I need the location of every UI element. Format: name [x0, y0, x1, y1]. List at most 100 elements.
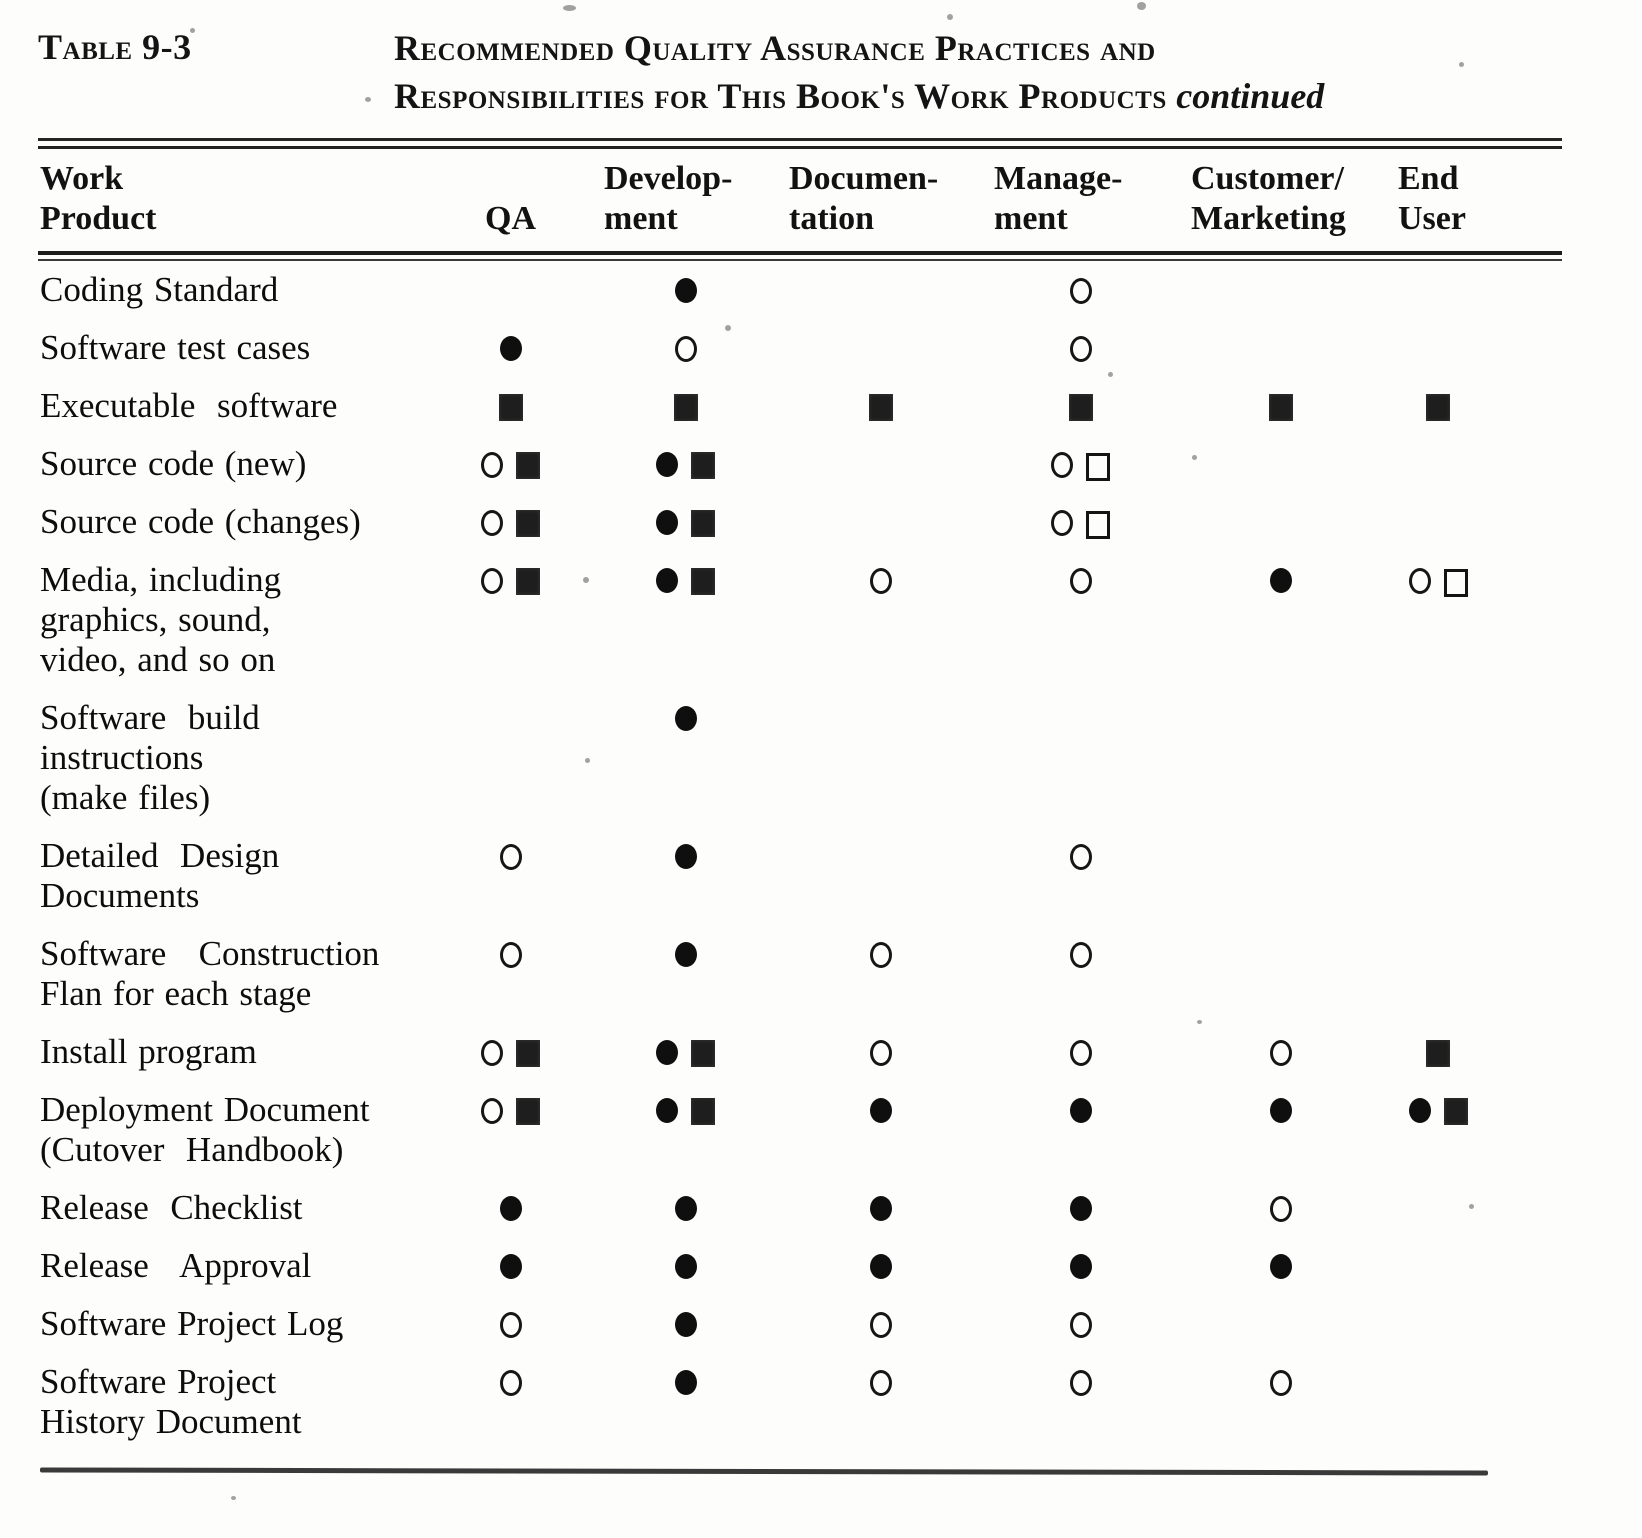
filled-square-icon	[868, 394, 893, 421]
cell-end-user	[1378, 1081, 1498, 1179]
cell-qa	[433, 1237, 588, 1295]
cell-customer-marketing	[1183, 1023, 1378, 1081]
open-circle-icon	[481, 568, 503, 594]
cell-management	[978, 493, 1183, 551]
open-circle-icon	[1269, 1370, 1292, 1396]
open-circle-icon	[674, 336, 697, 362]
scan-speck	[1197, 1020, 1202, 1024]
scan-speck	[585, 758, 590, 763]
cell-qa	[433, 1081, 588, 1179]
open-circle-icon	[1269, 1040, 1292, 1066]
cell-development	[588, 1295, 783, 1353]
open-circle-icon	[869, 1312, 892, 1338]
column-header-management: Manage-ment	[994, 160, 1123, 237]
scan-speck	[725, 325, 731, 331]
cell-management	[978, 1023, 1183, 1081]
scan-speck	[1192, 455, 1197, 460]
filled-circle-icon	[869, 1254, 892, 1279]
cell-development	[588, 493, 783, 551]
cell-development	[588, 551, 783, 689]
table-title-continued: continued	[1176, 76, 1325, 116]
cell-development	[588, 377, 783, 435]
open-circle-icon	[1069, 1040, 1092, 1066]
cell-documentation	[783, 689, 978, 827]
cell-qa	[433, 1295, 588, 1353]
cell-documentation	[783, 1081, 978, 1179]
cell-customer-marketing	[1183, 827, 1378, 925]
cell-management	[978, 435, 1183, 493]
cell-documentation	[783, 827, 978, 925]
cell-customer-marketing	[1183, 551, 1378, 689]
open-circle-icon	[499, 942, 522, 968]
column-header-work-product: Work Product	[40, 160, 157, 237]
open-circle-icon	[481, 1098, 503, 1124]
filled-square-icon	[673, 394, 698, 421]
cell-management	[978, 551, 1183, 689]
cell-documentation	[783, 1023, 978, 1081]
cell-documentation	[783, 1353, 978, 1451]
cell-development	[588, 1353, 783, 1451]
work-product-label: Release Approval	[40, 1246, 312, 1285]
cell-qa	[433, 261, 588, 319]
filled-circle-icon	[656, 1098, 678, 1123]
cell-development	[588, 1081, 783, 1179]
scan-speck	[190, 28, 195, 33]
work-product-label: Source code (changes)	[40, 502, 361, 541]
open-circle-icon	[869, 942, 892, 968]
cell-end-user	[1378, 319, 1498, 377]
filled-circle-icon	[1069, 1254, 1092, 1279]
scan-speck	[583, 577, 589, 583]
filled-circle-icon	[674, 1312, 697, 1337]
scan-speck	[1459, 62, 1464, 67]
scan-speck	[1137, 2, 1146, 10]
filled-circle-icon	[869, 1098, 892, 1123]
open-circle-icon	[1069, 844, 1092, 870]
column-header-documentation: Documen-tation	[789, 160, 939, 237]
filled-square-icon	[1443, 1098, 1468, 1125]
work-product-label: Executable software	[40, 386, 338, 425]
cell-end-user	[1378, 1295, 1498, 1353]
cell-management	[978, 261, 1183, 319]
open-circle-icon	[869, 568, 892, 594]
cell-development	[588, 1179, 783, 1237]
work-product-label: Deployment Document (Cutover Handbook)	[40, 1090, 370, 1169]
cell-end-user	[1378, 551, 1498, 689]
filled-circle-icon	[656, 452, 678, 477]
filled-square-icon	[516, 1098, 540, 1125]
cell-qa	[433, 435, 588, 493]
cell-development	[588, 1023, 783, 1081]
work-product-label: Software build instructions (make files)	[40, 698, 260, 817]
cell-documentation	[783, 1237, 978, 1295]
cell-end-user	[1378, 925, 1498, 1023]
cell-management	[978, 1353, 1183, 1451]
cell-customer-marketing	[1183, 1179, 1378, 1237]
cell-qa	[433, 925, 588, 1023]
open-circle-icon	[1069, 336, 1092, 362]
filled-circle-icon	[674, 1370, 697, 1395]
filled-square-icon	[498, 394, 523, 421]
cell-qa	[433, 689, 588, 827]
filled-square-icon	[516, 568, 540, 595]
cell-customer-marketing	[1183, 377, 1378, 435]
table-title: Recommended Quality Assurance Practices …	[394, 24, 1324, 120]
cell-end-user	[1378, 827, 1498, 925]
filled-square-icon	[1268, 394, 1293, 421]
work-product-label: Software Project History Document	[40, 1362, 302, 1441]
open-circle-icon	[1069, 1312, 1092, 1338]
cell-customer-marketing	[1183, 319, 1378, 377]
filled-circle-icon	[1408, 1098, 1431, 1123]
work-product-label: Release Checklist	[40, 1188, 303, 1227]
open-circle-icon	[1069, 942, 1092, 968]
cell-documentation	[783, 377, 978, 435]
cell-qa	[433, 551, 588, 689]
open-circle-icon	[481, 1040, 503, 1066]
work-product-label: Coding Standard	[40, 270, 279, 309]
work-product-label: Detailed Design Documents	[40, 836, 280, 915]
filled-circle-icon	[499, 336, 522, 361]
cell-management	[978, 827, 1183, 925]
cell-management	[978, 1081, 1183, 1179]
open-circle-icon	[499, 844, 522, 870]
cell-development	[588, 1237, 783, 1295]
top-rule	[38, 138, 1562, 149]
cell-documentation	[783, 925, 978, 1023]
